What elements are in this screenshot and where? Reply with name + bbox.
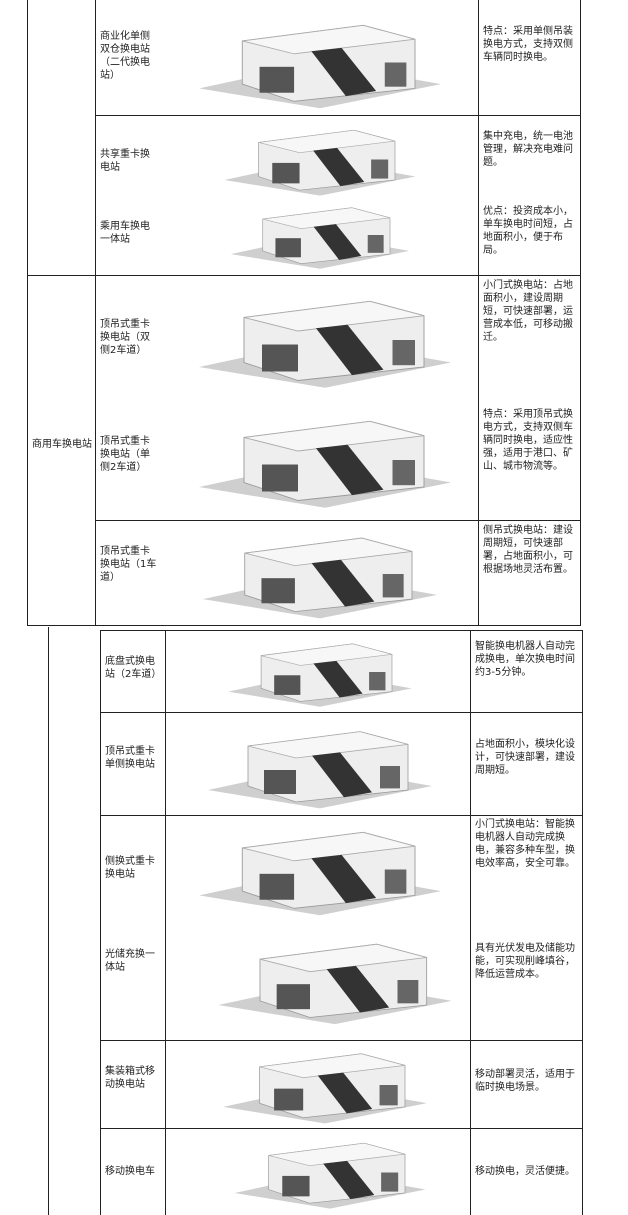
row-description: 移动换电，灵活便捷。 (475, 1166, 575, 1177)
row-description: 优点：投资成本小，单车换电时间短，占地面积小，便于布局。 (483, 206, 573, 256)
border (582, 630, 583, 1215)
illustration (230, 207, 410, 270)
row-name: 顶吊式重卡换电站（单侧2车道） (100, 436, 150, 473)
border (95, 520, 581, 521)
border (100, 630, 583, 631)
illustration (217, 943, 453, 1025)
row-description: 特点：采用单侧吊装换电方式，支持双侧车辆同时换电。 (483, 26, 573, 63)
border (27, 0, 28, 625)
row-description: 特点：采用顶吊式换电方式，支持双侧车辆同时换电，适应性强，适用于港口、矿山、城市… (483, 409, 573, 472)
illustration (234, 1142, 426, 1210)
row-name: 顶吊式重卡单侧换电站 (105, 746, 155, 770)
row-name: 顶吊式重卡换电站（1车道） (100, 546, 157, 583)
border (478, 0, 479, 625)
border (100, 1128, 583, 1129)
border (100, 1040, 583, 1041)
row-name: 商业化单侧双仓换电站（二代换电站） (100, 31, 150, 81)
border (27, 275, 581, 276)
row-name: 集装箱式移动换电站 (105, 1066, 155, 1090)
border (48, 627, 49, 1215)
row-name: 顶吊式重卡换电站（双侧2车道） (100, 319, 150, 356)
row-description: 占地面积小，模块化设计，可快速部署，建设周期短。 (475, 739, 575, 776)
border (100, 630, 101, 1215)
row-name: 底盘式换电站（2车道） (105, 656, 162, 680)
illustration (202, 537, 438, 619)
row-name: 乘用车换电一体站 (100, 221, 150, 245)
illustration (224, 129, 416, 197)
border (95, 0, 96, 625)
row-description: 侧吊式换电站：建设周期短，可快速部署，占地面积小，可根据场地灵活布置。 (483, 525, 573, 575)
row-name: 光储充换一体站 (105, 949, 155, 973)
category: 商用车换电站 (32, 439, 92, 450)
border (27, 625, 581, 626)
border (100, 815, 583, 816)
border (165, 630, 166, 1215)
illustration (198, 420, 452, 509)
row-description: 小门式换电站：智能换电机器人自动完成换电，兼容多种车型，换电效率高，安全可靠。 (475, 819, 575, 869)
illustration (222, 1053, 428, 1124)
row-description: 智能换电机器人自动完成换电，单次换电时间约3-5分钟。 (475, 641, 575, 678)
row-description: 移动部署灵活，适用于临时换电场景。 (475, 1069, 575, 1093)
illustration (198, 300, 452, 389)
border (95, 115, 581, 116)
illustration (198, 24, 442, 109)
row-name: 侧换式重卡换电站 (105, 856, 155, 880)
illustration (198, 831, 442, 916)
row-description: 小门式换电站：占地面积小，建设周期短，可快速部署，运营成本低，可移动搬迁。 (483, 280, 573, 343)
row-description: 集中充电，统一电池管理，解决充电难问题。 (483, 131, 573, 168)
border (580, 0, 581, 625)
row-description: 具有光伏发电及储能功能，可实现削峰填谷，降低运营成本。 (475, 943, 575, 980)
border (100, 712, 583, 713)
row-name: 移动换电车 (105, 1166, 155, 1177)
row-name: 共享重卡换电站 (100, 149, 150, 173)
illustration (227, 643, 413, 708)
illustration (207, 731, 433, 809)
border (470, 630, 471, 1215)
